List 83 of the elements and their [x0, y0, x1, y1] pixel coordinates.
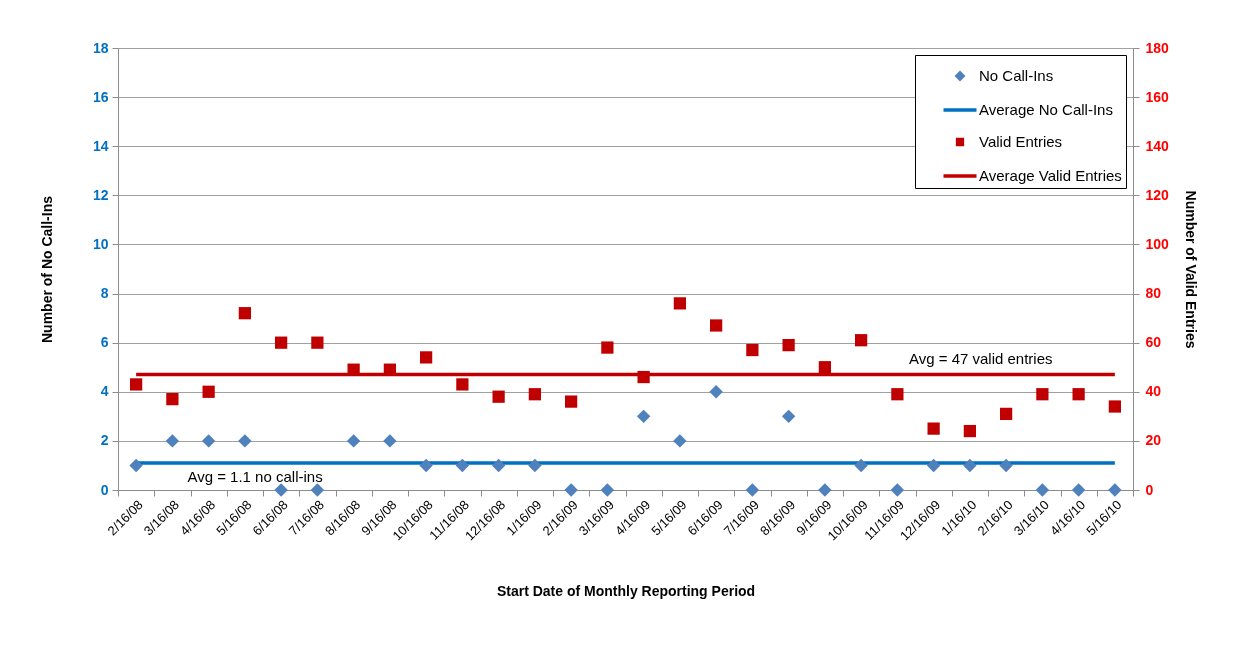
point — [927, 422, 940, 435]
point — [1071, 483, 1086, 497]
y-tick-label: 14 — [92, 137, 109, 154]
point — [311, 336, 324, 349]
point — [709, 385, 723, 399]
point — [1000, 407, 1013, 420]
point — [601, 341, 614, 354]
y-tick-label: 12 — [92, 186, 109, 203]
point — [491, 458, 506, 473]
annotation: Avg = 47 valid entries — [908, 349, 1053, 367]
point — [455, 458, 470, 473]
point — [565, 395, 578, 408]
point — [456, 378, 469, 391]
point — [492, 390, 505, 403]
y2-tick-label: 140 — [1145, 137, 1170, 154]
legend-label: Valid Entries — [979, 133, 1063, 150]
point — [1035, 483, 1050, 497]
point — [528, 388, 541, 401]
point — [745, 483, 760, 497]
y-tick-label: 2 — [100, 432, 109, 449]
point — [419, 458, 433, 473]
y2-tick-label: 180 — [1145, 39, 1170, 56]
point — [346, 434, 361, 448]
point — [310, 483, 325, 497]
point — [564, 483, 578, 497]
point — [528, 458, 542, 473]
point — [782, 339, 795, 352]
point — [854, 458, 868, 473]
point — [238, 434, 252, 448]
legend-label: No Call-Ins — [979, 67, 1054, 84]
point — [963, 424, 976, 438]
point — [165, 434, 180, 448]
y-axis-title: Number of No Call-Ins — [38, 195, 55, 344]
point — [1108, 400, 1121, 413]
point — [275, 336, 288, 349]
legend-label: Average Valid Entries — [979, 167, 1122, 184]
point — [1036, 388, 1049, 401]
point — [202, 385, 215, 398]
point — [130, 378, 143, 391]
point — [1108, 483, 1122, 497]
y2-tick-label: 60 — [1145, 334, 1162, 351]
legend-label: Average No Call-Ins — [979, 101, 1113, 118]
y-tick-label: 18 — [92, 39, 109, 56]
y2-axis-title: Number of Valid Entries — [1182, 190, 1199, 349]
point — [890, 483, 905, 497]
point — [1072, 388, 1085, 401]
annotation: Avg = 1.1 no call-ins — [187, 467, 323, 485]
point — [855, 334, 868, 347]
point — [201, 434, 216, 448]
point — [600, 483, 615, 497]
y-tick-label: 8 — [100, 285, 109, 302]
y2-tick-label: 80 — [1145, 285, 1162, 302]
x-axis-title: Start Date of Monthly Reporting Period — [496, 583, 756, 600]
y2-tick-label: 20 — [1145, 432, 1162, 449]
y2-tick-label: 100 — [1145, 235, 1170, 252]
point — [238, 307, 251, 320]
y-tick-label: 10 — [92, 235, 109, 252]
point — [673, 434, 687, 448]
y2-tick-label: 40 — [1145, 383, 1162, 400]
point — [383, 434, 397, 448]
point — [999, 458, 1013, 473]
point — [274, 483, 288, 497]
point — [710, 319, 723, 332]
point — [818, 361, 831, 374]
point — [166, 393, 179, 406]
point — [926, 458, 941, 473]
point — [891, 388, 904, 401]
point — [963, 458, 977, 473]
y2-tick-label: 160 — [1145, 88, 1170, 105]
point — [636, 409, 651, 424]
y-tick-label: 0 — [100, 481, 109, 498]
y2-tick-label: 120 — [1145, 186, 1170, 203]
point — [673, 297, 686, 310]
point — [129, 458, 143, 473]
point — [746, 343, 759, 357]
y2-tick-label: 0 — [1145, 481, 1154, 498]
point — [781, 409, 796, 424]
point — [818, 483, 832, 497]
y-tick-label: 4 — [100, 383, 109, 400]
y-tick-label: 6 — [100, 334, 109, 351]
y-tick-label: 16 — [92, 88, 109, 105]
point — [420, 351, 433, 364]
point — [637, 370, 650, 384]
